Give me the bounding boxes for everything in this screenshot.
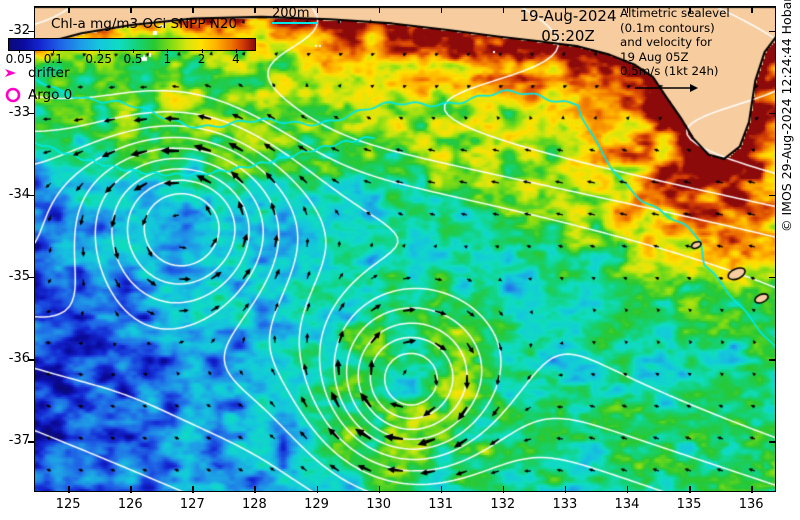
x-axis-tickmark (440, 486, 443, 493)
y-axis-tickmark-right (769, 276, 776, 279)
x-axis-label-134: 134 (614, 497, 640, 512)
x-axis-label-128: 128 (242, 497, 267, 512)
legend-item-drifter: drifter (4, 62, 144, 84)
x-axis-label-131: 131 (428, 497, 454, 512)
x-axis-label-126: 126 (117, 497, 143, 512)
altimetry-note-line-5: 0.5m/s (1kt 24h) (620, 64, 719, 79)
colorbar-tick-0-25: 0.25 (85, 52, 113, 66)
altimetry-note-line-1: Altimetric sealevel (620, 6, 730, 20)
y-axis-tickmark-right (769, 194, 776, 197)
altimetry-note-line-4: 19 Aug 05Z (620, 49, 689, 64)
x-axis-tickmark (316, 486, 319, 493)
legend-item-argo: Argo 0 (4, 84, 144, 106)
colorbar-tick-2: 2 (197, 52, 206, 66)
date-stamp-date: 19-Aug-2024 (519, 7, 617, 25)
altimetry-note: Altimetric sealevel (0.1m contours) and … (616, 0, 764, 98)
argo-circle-icon (4, 86, 22, 104)
y-axis-label-neg34: -34 (8, 186, 30, 202)
x-axis-tickmark (751, 486, 753, 493)
x-axis-tickmark-top (564, 6, 567, 13)
y-axis-tickmark (28, 359, 35, 361)
y-axis-tickmark-right (769, 441, 776, 443)
colorbar-tickmark (98, 49, 100, 53)
credit-text: © IMOS 29-Aug-2024 12:24:44 Hobart time (779, 0, 794, 232)
colorbar-tickmark (133, 49, 134, 53)
colorbar-title: Chl-a mg/m3 OCi SNPP N20 (50, 16, 238, 32)
x-axis-tickmark-top (316, 6, 319, 13)
date-stamp-time: 05:20Z (541, 27, 595, 45)
x-axis-label-132: 132 (490, 497, 516, 512)
scale-bar-label: 200m (272, 6, 310, 21)
x-axis-label-130: 130 (366, 497, 392, 512)
x-axis-label-129: 129 (304, 497, 329, 512)
y-axis-tickmark (28, 112, 35, 115)
scale-bar-line (272, 22, 318, 24)
x-axis-tickmark (192, 486, 194, 493)
x-axis-label-127: 127 (179, 497, 205, 512)
colorbar-tickmark (167, 49, 169, 53)
x-axis-tickmark (564, 486, 567, 493)
x-axis-tickmark-top (440, 6, 443, 13)
y-axis-tickmark (28, 194, 35, 197)
y-axis-tickmark-right (769, 112, 776, 115)
x-axis-tickmark-top (254, 6, 256, 13)
y-axis-tickmark (28, 30, 35, 33)
y-axis-tickmark-right (769, 30, 776, 33)
x-axis-label-135: 135 (676, 497, 702, 512)
date-stamp: 19-Aug-2024 05:20Z (488, 6, 648, 46)
altimetry-note-line-3: and velocity for (620, 35, 713, 50)
x-axis-tickmark (130, 486, 132, 493)
y-axis-tickmark (28, 441, 35, 443)
x-axis-tickmark-top (626, 6, 629, 13)
y-axis-label-neg36: -36 (8, 351, 30, 366)
legend-label-argo: Argo 0 (28, 87, 73, 103)
colorbar-tickmark (19, 49, 21, 53)
y-axis-tickmark (28, 276, 35, 279)
altimetry-note-line-2: (0.1m contours) (620, 20, 715, 35)
drifter-arrow-icon (4, 67, 22, 79)
colorbar-tick-0-1: 0.1 (43, 52, 63, 66)
x-axis-label-136: 136 (738, 497, 764, 512)
y-axis-tickmark-right (769, 359, 776, 361)
colorbar-tick-labels: 0.05 0.1 0.25 0.5 1 2 4 (4, 49, 294, 68)
velocity-scale-arrow-icon (634, 82, 764, 98)
x-axis-tickmark (689, 486, 691, 493)
x-axis-tickmark (68, 486, 70, 493)
colorbar-tickmark (53, 49, 55, 53)
x-axis-tickmark (378, 486, 381, 493)
colorbar-tick-1: 1 (163, 52, 172, 66)
x-axis-label-125: 125 (55, 497, 81, 512)
colorbar-tickmark (201, 49, 203, 53)
x-axis-tickmark-top (751, 6, 753, 13)
y-axis-label-neg35: -35 (8, 268, 30, 284)
x-axis-tickmark-top (689, 6, 691, 13)
x-axis-tickmark-top (68, 6, 70, 13)
x-axis-tickmark-top (378, 6, 381, 13)
legend-label-drifter: drifter (28, 65, 70, 81)
x-axis-label-133: 133 (552, 497, 578, 512)
marker-legend: drifter Argo 0 (4, 62, 144, 106)
colorbar-tick-4: 4 (232, 52, 240, 66)
y-axis-label-neg37: -37 (8, 433, 30, 449)
bathymetry-scale-bar: 200m (272, 6, 352, 24)
x-axis-tickmark-top (192, 6, 194, 13)
y-axis-label-neg33: -33 (8, 104, 30, 120)
colorbar-legend: Chl-a mg/m3 OCi SNPP N20 0.05 0.1 0.25 0.5 1… (4, 16, 289, 66)
colorbar-gradient (8, 38, 256, 51)
y-axis-label-neg32: -32 (8, 22, 30, 38)
x-axis-tickmark-top (130, 6, 132, 13)
colorbar-tick-0-05: 0.05 (5, 52, 33, 66)
colorbar-tick-0-5: 0.5 (123, 52, 143, 66)
x-axis-tickmark-top (502, 6, 505, 13)
x-axis-tickmark (254, 486, 256, 493)
colorbar-tickmark (235, 49, 237, 53)
x-axis-tickmark (626, 486, 629, 493)
x-axis-tickmark (502, 486, 505, 493)
